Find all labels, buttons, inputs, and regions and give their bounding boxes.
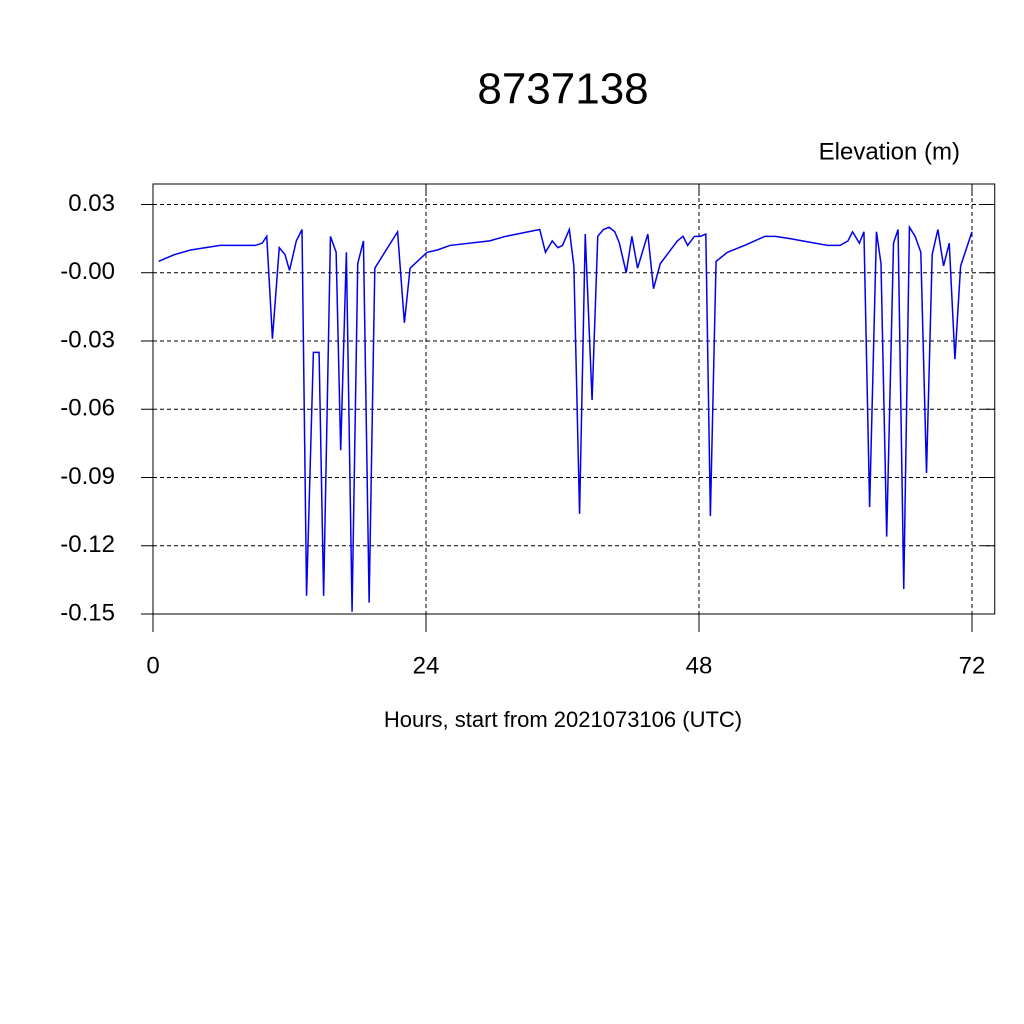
x-tick-label: 72 <box>959 652 986 679</box>
plot-frame <box>152 183 996 615</box>
y-tick-label: -0.09 <box>60 463 115 490</box>
axis-unit: Elevation (m) <box>819 138 960 165</box>
y-tick-label: 0.03 <box>68 190 115 217</box>
y-tick-label: -0.03 <box>60 326 115 353</box>
y-tick-label: -0.15 <box>60 599 115 626</box>
data-line <box>158 224 973 612</box>
chart-title: 8737138 <box>477 65 648 114</box>
y-tick-label: -0.12 <box>60 531 115 558</box>
y-tick-label: -0.00 <box>60 258 115 285</box>
x-axis-title: Hours, start from 2021073106 (UTC) <box>384 707 742 732</box>
x-tick-label: 0 <box>146 652 159 679</box>
y-tick-label: -0.06 <box>60 395 115 422</box>
x-tick-label: 24 <box>413 652 440 679</box>
x-tick-label: 48 <box>686 652 713 679</box>
